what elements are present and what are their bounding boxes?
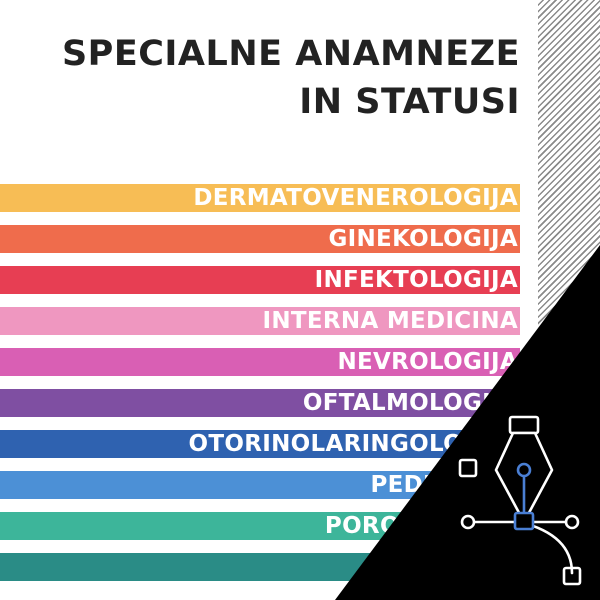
specialty-label: INFEKTOLOGIJA [314, 267, 518, 293]
specialty-stripe: INFEKTOLOGIJA [0, 266, 520, 294]
specialty-stripe: DERMATOVENEROLOGIJA [0, 184, 520, 212]
pen-tool-icon [458, 415, 582, 586]
specialty-stripe: GINEKOLOGIJA [0, 225, 520, 253]
black-corner-triangle [335, 245, 600, 600]
specialty-label: GINEKOLOGIJA [328, 226, 518, 252]
title-line-2: IN STATUSI [299, 82, 520, 122]
specialty-label: DERMATOVENEROLOGIJA [193, 185, 518, 211]
specialty-label: NEVROLOGIJA [337, 349, 518, 375]
specialty-stripe: NEVROLOGIJA [0, 348, 520, 376]
specialty-label: INTERNA MEDICINA [262, 308, 518, 334]
title-line-1: SPECIALNE ANAMNEZE [61, 34, 520, 74]
page-title: SPECIALNE ANAMNEZE IN STATUSI [62, 30, 520, 126]
specialty-stripe: INTERNA MEDICINA [0, 307, 520, 335]
